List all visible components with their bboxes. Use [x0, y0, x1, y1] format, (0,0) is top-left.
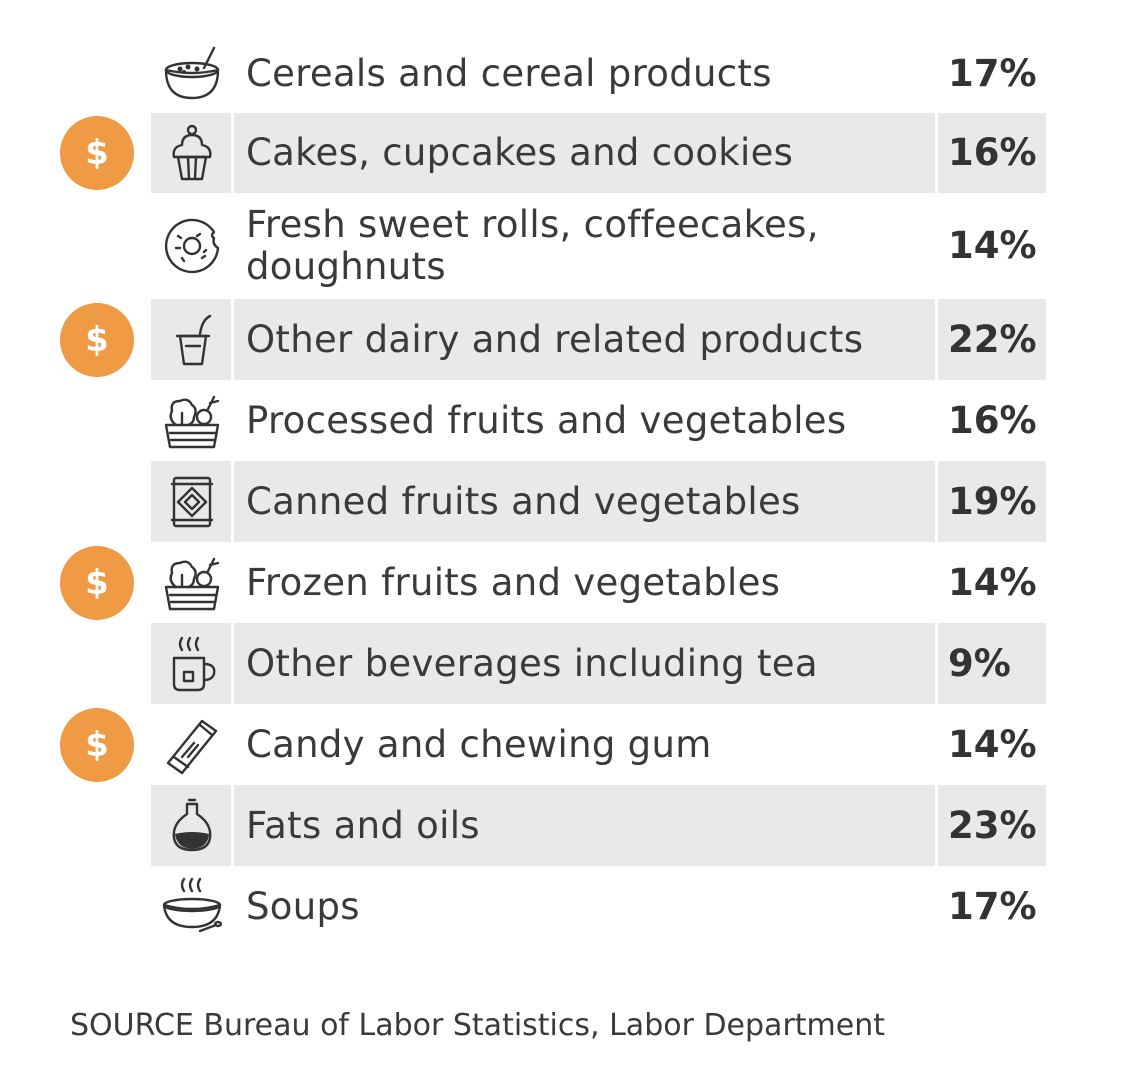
table-row: Other beverages including tea 9% [0, 623, 1125, 704]
row-value: 17% [948, 885, 1037, 928]
row-label: Other beverages including tea [246, 642, 818, 685]
candy-bar-icon [160, 713, 224, 777]
dollar-badge-icon: $ [60, 707, 134, 782]
row-value: 16% [948, 399, 1037, 442]
row-label: Candy and chewing gum [246, 723, 712, 766]
table-row: $ Frozen fruits and vegetables 14% [0, 542, 1125, 623]
row-label: Fresh sweet rolls, coffeecakes, doughnut… [246, 203, 819, 288]
row-value: 14% [948, 561, 1037, 604]
tea-mug-icon [160, 632, 224, 696]
row-label: Other dairy and related products [246, 318, 864, 361]
cupcake-icon [160, 121, 224, 185]
cereal-bowl-icon [160, 42, 224, 106]
row-shade [151, 113, 1046, 193]
row-shade [151, 299, 1046, 380]
row-value: 14% [948, 224, 1037, 267]
yogurt-icon [160, 308, 224, 372]
soup-bowl-icon [160, 875, 224, 939]
row-shade [151, 785, 1046, 866]
row-value: 19% [948, 480, 1037, 523]
row-label: Cakes, cupcakes and cookies [246, 131, 794, 174]
row-label: Frozen fruits and vegetables [246, 561, 781, 604]
table-row: $ Other dairy and related products 22% [0, 299, 1125, 380]
can-icon [160, 470, 224, 534]
table-row: Fresh sweet rolls, coffeecakes, doughnut… [0, 193, 1125, 299]
table-row: Canned fruits and vegetables 19% [0, 461, 1125, 542]
row-value: 22% [948, 318, 1037, 361]
row-label: Soups [246, 885, 360, 928]
table-row: $ Cakes, cupcakes and cookies 16% [0, 113, 1125, 193]
oil-bottle-icon [160, 794, 224, 858]
row-shade [151, 461, 1046, 542]
doughnut-icon [160, 214, 224, 278]
row-value: 14% [948, 723, 1037, 766]
dollar-badge-icon: $ [60, 302, 134, 377]
row-value: 23% [948, 804, 1037, 847]
dollar-badge-icon: $ [60, 545, 134, 620]
row-value: 16% [948, 131, 1037, 174]
row-shade [151, 623, 1046, 704]
table-row: Fats and oils 23% [0, 785, 1125, 866]
row-label: Processed fruits and vegetables [246, 399, 847, 442]
table-row: Soups 17% [0, 866, 1125, 947]
table-row: Processed fruits and vegetables 16% [0, 380, 1125, 461]
table-row: $ Candy and chewing gum 14% [0, 704, 1125, 785]
row-label: Canned fruits and vegetables [246, 480, 801, 523]
vegetable-basket-icon [160, 389, 224, 453]
dollar-badge-icon: $ [60, 116, 134, 190]
row-label: Cereals and cereal products [246, 52, 772, 95]
vegetable-basket-icon [160, 551, 224, 615]
row-value: 9% [948, 642, 1011, 685]
row-value: 17% [948, 52, 1037, 95]
row-label: Fats and oils [246, 804, 480, 847]
source-note: SOURCE Bureau of Labor Statistics, Labor… [70, 1008, 885, 1043]
table-row: Cereals and cereal products 17% [0, 35, 1125, 113]
